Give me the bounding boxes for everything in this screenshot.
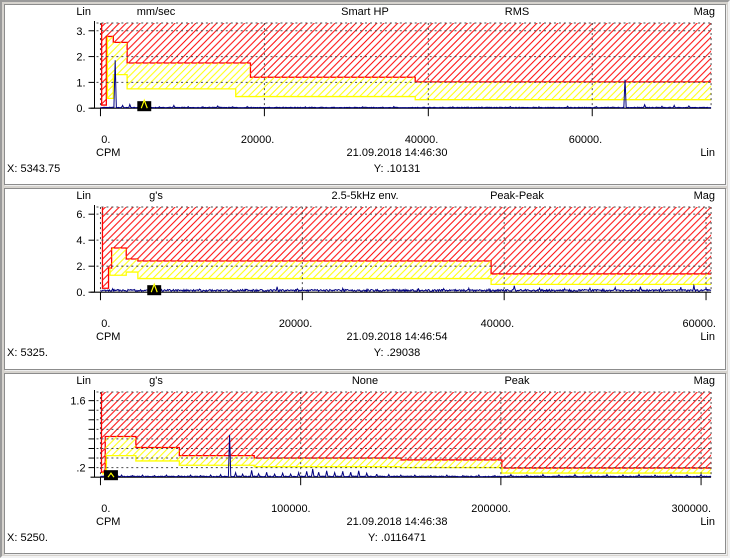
spectrum-panel-3: Lin g's None Peak Mag .2 1.6 0. 100000. 2000…: [4, 372, 726, 554]
x-tick-label: 200000.: [471, 503, 511, 515]
x-unit-label: CPM: [96, 515, 121, 528]
cursor-x-readout: X: 5250.: [7, 531, 48, 544]
x-tick-label: 0.: [101, 319, 110, 331]
detection-label: Peak: [504, 374, 530, 387]
detection-label: RMS: [504, 6, 530, 18]
x-scale-label: Lin: [700, 147, 715, 159]
x-axis: 0. 100000. 200000. 300000.: [90, 476, 712, 515]
gridlines: [96, 206, 712, 293]
cursor-x-readout: X: 5325.: [7, 347, 48, 360]
y-tick-label: 1.6: [70, 395, 85, 407]
cursor-y-readout: Y: .10131: [373, 163, 421, 175]
x-tick-label: 0.: [101, 134, 110, 146]
cursor-marker[interactable]: [104, 469, 118, 480]
y-scale-label: Lin: [76, 374, 91, 387]
timestamp: 21.09.2018 14:46:54: [346, 331, 448, 344]
spectrum-trace: [100, 434, 712, 479]
cursor-y-readout: Y: .0116471: [368, 531, 426, 544]
unit-label: g's: [149, 190, 163, 203]
magnitude-label: Mag: [693, 6, 715, 18]
y-axis: 0. 2. 4. 6.: [76, 205, 95, 300]
filter-label: 2.5-5kHz env.: [331, 190, 399, 203]
x-tick-label: 40000.: [405, 134, 438, 146]
y-scale-label: Lin: [76, 190, 91, 203]
x-axis: 0. 20000. 40000. 60000.: [90, 291, 716, 331]
spectrum-panel-2: Lin g's 2.5-5kHz env. Peak-Peak Mag 0. 2.…: [4, 188, 726, 370]
x-unit-label: CPM: [96, 147, 121, 159]
y-tick-label: 1.: [76, 77, 85, 89]
gridlines: [96, 391, 712, 477]
y-tick-label: .2: [76, 462, 85, 474]
timestamp: 21.09.2018 14:46:30: [346, 147, 448, 159]
y-axis: .2 1.6: [70, 389, 95, 477]
magnitude-label: Mag: [693, 190, 715, 203]
cursor-marker[interactable]: [137, 98, 152, 112]
spectrum-plot[interactable]: .2 1.6 0. 100000. 200000. 300000.: [5, 374, 725, 553]
x-tick-label: 300000.: [672, 503, 712, 515]
y-tick-label: 2.: [76, 261, 85, 273]
x-tick-label: 40000.: [481, 319, 514, 331]
magnitude-label: Mag: [693, 374, 715, 387]
alert-region-yellow: [106, 36, 712, 101]
cursor-x-readout: X: 5343.75: [7, 163, 61, 175]
y-tick-label: 6.: [76, 209, 85, 221]
x-tick-label: 0.: [101, 503, 110, 515]
x-tick-label: 20000.: [279, 319, 312, 331]
unit-label: g's: [149, 374, 163, 387]
cursor-marker[interactable]: [147, 282, 162, 296]
y-tick-label: 0.: [76, 287, 85, 299]
y-scale-label: Lin: [76, 6, 91, 18]
cursor-peak-highlight: [140, 98, 148, 109]
cursor-y-readout: Y: .29038: [373, 347, 421, 360]
spectrum-trace: [100, 284, 712, 294]
x-scale-label: Lin: [700, 515, 715, 528]
x-scale-label: Lin: [700, 331, 715, 344]
spectrum-panel-1: Lin mm/sec Smart HP RMS Mag 0. 1. 2. 3. 0. 20…: [4, 4, 726, 186]
x-tick-label: 60000.: [683, 319, 716, 331]
cursor-peak-highlight: [150, 282, 158, 293]
x-unit-label: CPM: [96, 331, 121, 344]
gridlines: [96, 22, 712, 109]
y-tick-label: 2.: [76, 52, 85, 64]
spectrum-plot[interactable]: 0. 2. 4. 6. 0. 20000. 40000. 60000.: [5, 189, 725, 368]
y-tick-label: 4.: [76, 235, 85, 247]
detection-label: Peak-Peak: [490, 190, 544, 203]
x-tick-label: 100000.: [271, 503, 311, 515]
x-tick-label: 20000.: [241, 134, 274, 146]
unit-label: mm/sec: [136, 6, 176, 18]
y-axis: 0. 1. 2. 3.: [76, 21, 95, 115]
filter-label: Smart HP: [341, 6, 389, 18]
x-tick-label: 60000.: [569, 134, 602, 146]
timestamp: 21.09.2018 14:46:38: [346, 515, 448, 528]
x-axis: 0. 20000. 40000. 60000.: [90, 107, 712, 146]
y-tick-label: 0.: [76, 103, 85, 115]
y-tick-label: 3.: [76, 26, 85, 38]
spectrum-trace: [100, 60, 712, 109]
filter-label: None: [351, 374, 379, 387]
spectrum-plot[interactable]: 0. 1. 2. 3. 0. 20000. 40000. 60000.: [5, 5, 725, 184]
cursor-peak-highlight: [107, 471, 115, 478]
